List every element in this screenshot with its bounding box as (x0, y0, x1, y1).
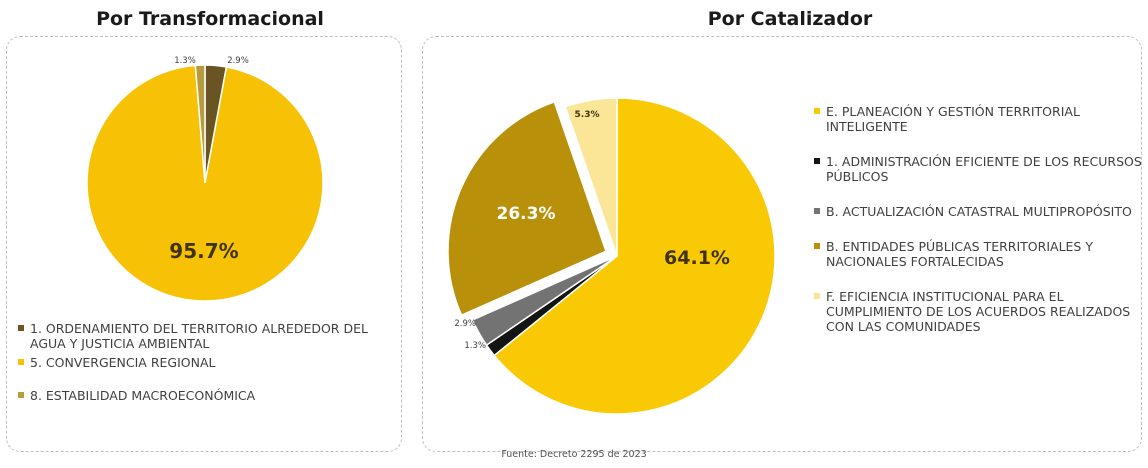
right-chart-panel (422, 36, 1142, 452)
right-legend: E. PLANEACIÓN Y GESTIÓN TERRITORIAL INTE… (814, 104, 1144, 334)
legend-item: 1. ADMINISTRACIÓN EFICIENTE DE LOS RECUR… (814, 154, 1144, 184)
legend-label: B. ENTIDADES PÚBLICAS TERRITORIALES Y NA… (826, 239, 1093, 269)
pie-slice (493, 97, 776, 415)
legend-item: 8. ESTABILIDAD MACROECONÓMICA (18, 388, 398, 403)
legend-swatch (814, 293, 820, 299)
legend-swatch (18, 325, 24, 331)
legend-label: 5. CONVERGENCIA REGIONAL (30, 355, 216, 370)
legend-item: 1. ORDENAMIENTO DEL TERRITORIO ALREDEDOR… (18, 321, 398, 351)
legend-label: 1. ORDENAMIENTO DEL TERRITORIO ALREDEDOR… (30, 321, 368, 351)
right-chart-title: Por Catalizador (707, 8, 873, 30)
legend-item: B. ENTIDADES PÚBLICAS TERRITORIALES Y NA… (814, 239, 1144, 269)
legend-item: B. ACTUALIZACIÓN CATASTRAL MULTIPROPÓSIT… (814, 204, 1144, 219)
slice-value-label: 1.3% (464, 341, 486, 351)
pie-slice (447, 100, 607, 317)
pie-slice (194, 64, 206, 184)
legend-item: F. EFICIENCIA INSTITUCIONAL PARA EL CUMP… (814, 289, 1144, 334)
legend-item: 5. CONVERGENCIA REGIONAL (18, 355, 398, 370)
slice-value-label: 5.3% (575, 110, 600, 120)
left-chart-title: Por Transformacional (96, 8, 324, 30)
slice-value-label: 1.3% (174, 56, 196, 66)
slice-value-label: 95.7% (169, 239, 238, 263)
source-note: Fuente: Decreto 2295 de 2023 (501, 449, 647, 460)
legend-item: E. PLANEACIÓN Y GESTIÓN TERRITORIAL INTE… (814, 104, 1144, 134)
slice-value-label: 2.9% (454, 319, 476, 329)
legend-label: F. EFICIENCIA INSTITUCIONAL PARA EL CUMP… (826, 289, 1131, 334)
legend-label: 8. ESTABILIDAD MACROECONÓMICA (30, 388, 256, 403)
pie-slice (471, 255, 618, 347)
slice-value-label: 64.1% (664, 247, 730, 269)
pie-slice (564, 97, 618, 257)
left-legend: 1. ORDENAMIENTO DEL TERRITORIO ALREDEDOR… (18, 321, 398, 403)
legend-swatch (18, 359, 24, 365)
legend-label: 1. ADMINISTRACIÓN EFICIENTE DE LOS RECUR… (826, 154, 1142, 184)
legend-label: B. ACTUALIZACIÓN CATASTRAL MULTIPROPÓSIT… (826, 204, 1132, 219)
pie-slice (86, 64, 324, 302)
slice-value-label: 2.9% (227, 56, 249, 66)
slice-value-label: 26.3% (497, 204, 556, 224)
legend-label: E. PLANEACIÓN Y GESTIÓN TERRITORIAL INTE… (826, 104, 1080, 134)
legend-swatch (814, 243, 820, 249)
legend-swatch (814, 108, 820, 114)
legend-swatch (814, 208, 820, 214)
legend-swatch (814, 158, 820, 164)
legend-swatch (18, 392, 24, 398)
left-chart-panel (6, 36, 402, 452)
